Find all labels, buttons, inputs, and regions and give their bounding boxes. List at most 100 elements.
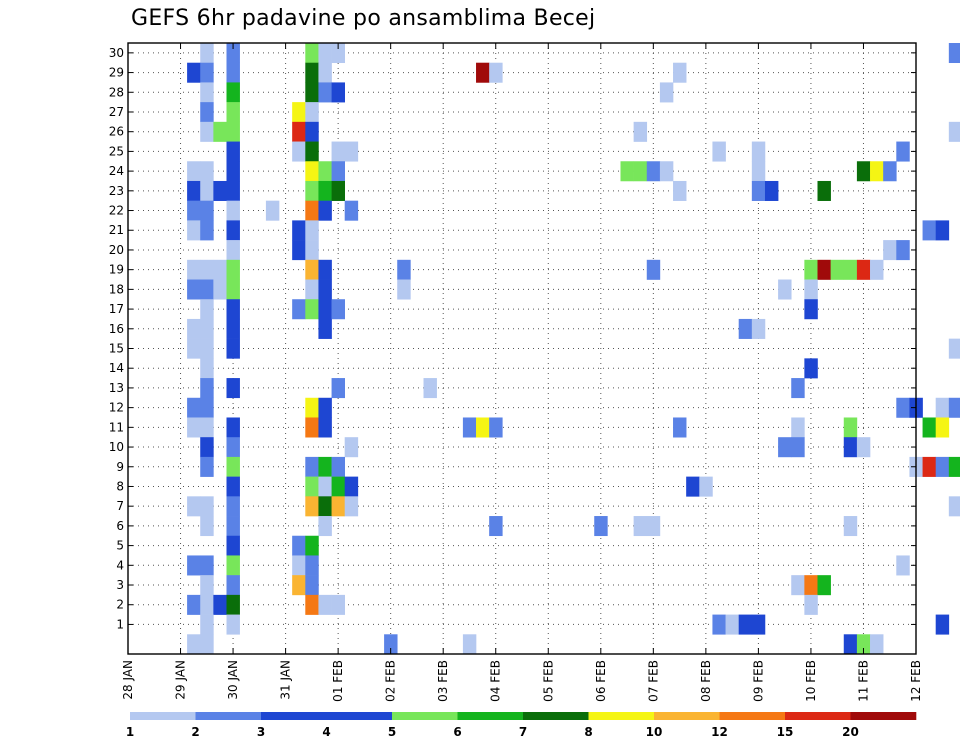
heatmap-cell: [948, 43, 960, 64]
heatmap-cell: [200, 62, 214, 83]
heatmap-cell: [948, 121, 960, 142]
heatmap-cell: [200, 575, 214, 596]
heatmap-cell: [292, 299, 306, 320]
heatmap-cell: [187, 279, 201, 300]
heatmap-cell: [462, 634, 477, 655]
heatmap-cell: [305, 43, 319, 64]
heatmap-cell: [200, 338, 214, 359]
heatmap-cell: [804, 358, 818, 379]
heatmap-cell: [725, 614, 739, 635]
heatmap-cell: [331, 161, 345, 182]
x-tick-label: 08 FEB: [699, 660, 713, 702]
heatmap-cell: [292, 555, 306, 576]
y-tick-label: 8: [116, 479, 124, 493]
heatmap-cell: [896, 240, 910, 261]
heatmap-cell: [292, 220, 306, 241]
legend-swatch: [588, 712, 655, 720]
heatmap-cell: [817, 259, 831, 280]
heatmap-cell: [751, 318, 766, 339]
x-tick-label: 01 FEB: [331, 660, 345, 702]
heatmap-cell: [226, 338, 240, 359]
heatmap-cell: [620, 161, 634, 182]
heatmap-cell: [318, 496, 332, 517]
heatmap-cell: [896, 397, 910, 418]
heatmap-cell: [659, 161, 674, 182]
heatmap-cell: [200, 496, 214, 517]
heatmap-cell: [673, 180, 687, 201]
x-tick-label: 10 FEB: [804, 660, 818, 702]
heatmap-cell: [318, 161, 332, 182]
heatmap-cell: [305, 200, 319, 221]
heatmap-cell: [948, 397, 960, 418]
heatmap-cell: [226, 62, 240, 83]
y-tick-label: 30: [109, 46, 124, 60]
heatmap-cell: [305, 476, 319, 497]
heatmap-cell: [226, 161, 240, 182]
heatmap-cell: [226, 516, 240, 537]
heatmap-cell: [843, 516, 858, 537]
heatmap-cell: [226, 594, 240, 615]
x-tick-label: 04 FEB: [489, 660, 503, 702]
heatmap-cell: [331, 299, 345, 320]
heatmap-cell: [292, 240, 306, 261]
heatmap-cell: [187, 338, 201, 359]
heatmap-cell: [213, 121, 227, 142]
x-tick-label: 11 FEB: [856, 660, 870, 702]
x-tick-label: 05 FEB: [541, 660, 555, 702]
heatmap-cell: [935, 456, 950, 477]
heatmap-cell: [292, 102, 306, 123]
y-tick-label: 28: [109, 85, 124, 99]
heatmap-cell: [856, 634, 871, 655]
y-tick-label: 15: [109, 342, 124, 356]
heatmap-cell: [200, 614, 214, 635]
heatmap-cell: [318, 279, 332, 300]
heatmap-cell: [187, 318, 201, 339]
heatmap-cell: [265, 200, 280, 221]
y-tick-label: 19: [109, 263, 124, 277]
heatmap-cell: [200, 437, 214, 458]
heatmap-cell: [305, 496, 319, 517]
heatmap-cell: [213, 594, 227, 615]
heatmap-cell: [292, 575, 306, 596]
heatmap-cell: [791, 417, 805, 438]
heatmap-cell: [699, 476, 713, 497]
heatmap-cell: [200, 279, 214, 300]
heatmap-cell: [226, 121, 240, 142]
y-tick-label: 20: [109, 243, 124, 257]
heatmap-cell: [200, 82, 214, 103]
y-tick-label: 29: [109, 66, 124, 80]
heatmap-cell: [305, 161, 319, 182]
heatmap-cell: [200, 299, 214, 320]
heatmap-cell: [226, 417, 240, 438]
heatmap-cell: [226, 535, 240, 556]
heatmap-cell: [200, 259, 214, 280]
legend-swatch: [326, 712, 393, 720]
heatmap-cell: [738, 614, 753, 635]
heatmap-cell: [200, 200, 214, 221]
heatmap-cell: [948, 338, 960, 359]
heatmap-cell: [476, 62, 490, 83]
legend-swatch: [261, 712, 327, 720]
heatmap-cell: [226, 437, 240, 458]
heatmap-cell: [226, 82, 240, 103]
y-tick-label: 4: [116, 558, 124, 572]
heatmap-cell: [791, 378, 805, 399]
heatmap-cell: [226, 575, 240, 596]
y-tick-label: 17: [109, 302, 124, 316]
legend-swatch: [719, 712, 786, 720]
heatmap-cell: [883, 240, 897, 261]
heatmap-cell: [200, 43, 214, 64]
heatmap-cell: [305, 240, 319, 261]
heatmap-cell: [226, 259, 240, 280]
heatmap-cell: [305, 594, 319, 615]
y-tick-label: 13: [109, 381, 124, 395]
heatmap-cell: [870, 634, 884, 655]
heatmap-cell: [305, 397, 319, 418]
heatmap-cell: [305, 180, 319, 201]
heatmap-cell: [318, 43, 332, 64]
heatmap-cell: [344, 476, 359, 497]
y-tick-label: 2: [116, 598, 124, 612]
heatmap-cell: [200, 397, 214, 418]
y-tick-label: 9: [116, 460, 124, 474]
heatmap-cell: [187, 220, 201, 241]
